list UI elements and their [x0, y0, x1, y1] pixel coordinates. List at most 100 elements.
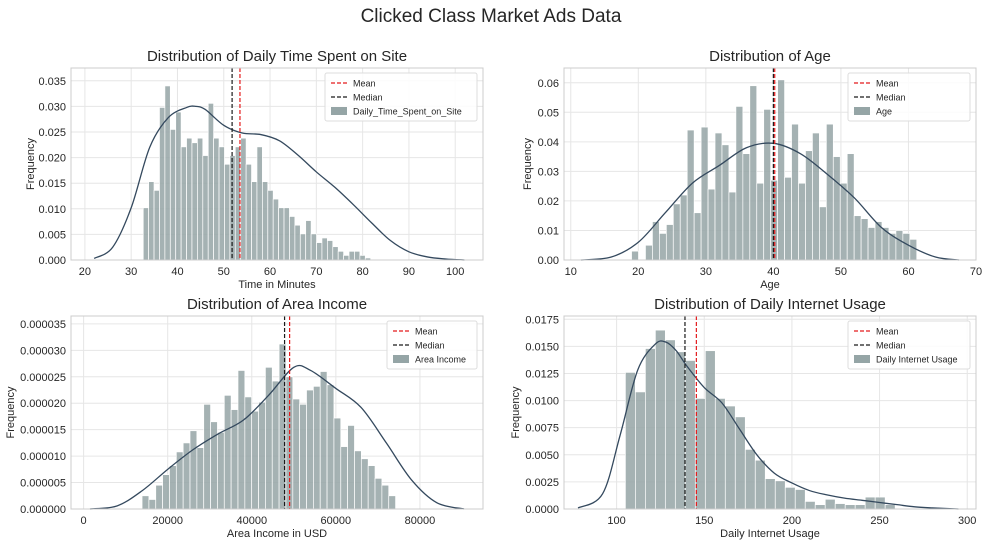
histogram-bar: [333, 417, 342, 510]
histogram-bar: [686, 129, 695, 261]
histogram-bar: [844, 504, 856, 510]
histogram-bar: [327, 240, 334, 261]
x-tick-label: 300: [958, 515, 976, 527]
histogram-bar: [631, 250, 639, 261]
histogram-bar: [784, 176, 792, 261]
histogram-bar: [784, 486, 796, 510]
histogram-bar: [141, 495, 150, 510]
y-tick-label: 0.06: [538, 78, 559, 90]
histogram-bar: [202, 155, 209, 261]
histogram-bar: [142, 207, 149, 261]
histogram-bar: [754, 459, 766, 510]
histogram-bar: [148, 181, 155, 261]
x-tick-label: 20: [632, 266, 644, 278]
y-tick-label: 0.035: [38, 76, 66, 88]
histogram-bar: [884, 504, 896, 510]
histogram-bar: [164, 85, 171, 261]
x-tick-label: 50: [835, 266, 847, 278]
histogram-bar: [804, 501, 816, 510]
histogram-bar: [805, 150, 813, 261]
y-tick-label: 0.01: [538, 225, 559, 237]
x-tick-label: 100: [607, 515, 625, 527]
kde-line: [89, 364, 465, 510]
x-tick-label: 50: [218, 266, 230, 278]
y-tick-label: 0.000030: [20, 345, 66, 357]
histogram-bar: [251, 181, 258, 261]
y-tick-label: 0.000: [38, 255, 66, 267]
x-tick-label: 30: [700, 266, 712, 278]
histogram-bar: [728, 191, 737, 261]
histogram-bar: [218, 146, 225, 261]
x-tick-label: 0: [81, 515, 87, 527]
subplot-2: 10 20 30 40 50 60 70 0.00 0.01 0.02 0.03 0.04 0.05 0.…: [522, 48, 982, 291]
histogram-bar: [756, 182, 765, 261]
histogram-bar: [700, 126, 709, 261]
histogram-bar: [207, 102, 214, 261]
x-tick-label: 40: [171, 266, 183, 278]
histogram-bar: [223, 394, 232, 510]
y-tick-label: 0.02: [538, 196, 559, 208]
histogram-bar: [278, 207, 285, 261]
legend-bar-swatch: [393, 355, 409, 363]
legend-label: Area Income: [415, 355, 466, 365]
histogram-bar: [359, 255, 366, 261]
histogram-bar: [665, 224, 674, 261]
x-tick-label: 70: [310, 266, 322, 278]
histogram-bar: [237, 370, 246, 510]
histogram-bar: [316, 242, 323, 261]
histogram-bar: [721, 144, 730, 261]
histogram-bar: [812, 132, 820, 261]
histogram-bar: [332, 246, 339, 261]
histogram-bar: [704, 350, 716, 510]
axes-frame: [563, 315, 977, 510]
histogram-bar: [895, 230, 904, 261]
histogram-bar: [839, 182, 848, 261]
histogram-bar: [169, 465, 177, 510]
histogram-bar: [354, 450, 362, 510]
histogram-bar: [814, 504, 826, 510]
x-tick-label: 200: [783, 515, 801, 527]
x-tick-label: 90: [403, 266, 415, 278]
histogram-bar: [262, 181, 269, 261]
histogram-bar: [659, 233, 667, 261]
histogram-bar: [197, 137, 204, 261]
histogram-bar: [744, 449, 756, 510]
histogram-bar: [294, 224, 301, 261]
histogram-bar: [360, 458, 369, 510]
histogram-bar: [832, 156, 841, 261]
subplot-title: Distribution of Area Income: [187, 296, 367, 313]
histogram-bar: [175, 111, 182, 261]
histogram-bar: [155, 484, 163, 510]
x-tick-label: 150: [695, 515, 713, 527]
x-tick-label: 100: [446, 266, 464, 278]
histogram-bar: [749, 85, 758, 261]
y-axis-label: Frequency: [25, 138, 37, 190]
x-axis-label: Area Income in USD: [227, 528, 327, 540]
histogram-bar: [305, 220, 312, 261]
subplot-1: 20 30 40 50 60 70 80 90 100 0.000 0.005 0.010 0.015 0…: [25, 48, 484, 291]
y-tick-label: 0.000035: [20, 319, 66, 331]
x-tick-label: 60: [902, 266, 914, 278]
y-tick-label: 0.000020: [20, 398, 66, 410]
histogram-bar: [267, 190, 274, 261]
histogram-bar: [348, 250, 355, 261]
histogram-bar: [635, 391, 646, 510]
y-tick-label: 0.0175: [525, 314, 559, 326]
x-tick-label: 60000: [321, 515, 352, 527]
histogram-bar: [265, 366, 273, 510]
legend-label: Median: [876, 341, 906, 351]
x-tick-label: 60: [264, 266, 276, 278]
histogram-bar: [902, 233, 911, 261]
histogram-bar: [289, 216, 296, 261]
legend-label: Mean: [353, 79, 376, 89]
histogram-bar: [271, 380, 280, 510]
y-tick-label: 0.000015: [20, 425, 66, 437]
x-axis-label: Age: [760, 279, 780, 291]
legend-label: Mean: [876, 327, 899, 337]
axes-frame: [563, 67, 977, 261]
y-tick-label: 0.000005: [20, 478, 66, 490]
histogram-bar: [153, 190, 160, 261]
kde-line: [93, 105, 465, 261]
y-tick-label: 0.030: [38, 101, 66, 113]
histogram-bar: [381, 484, 390, 510]
